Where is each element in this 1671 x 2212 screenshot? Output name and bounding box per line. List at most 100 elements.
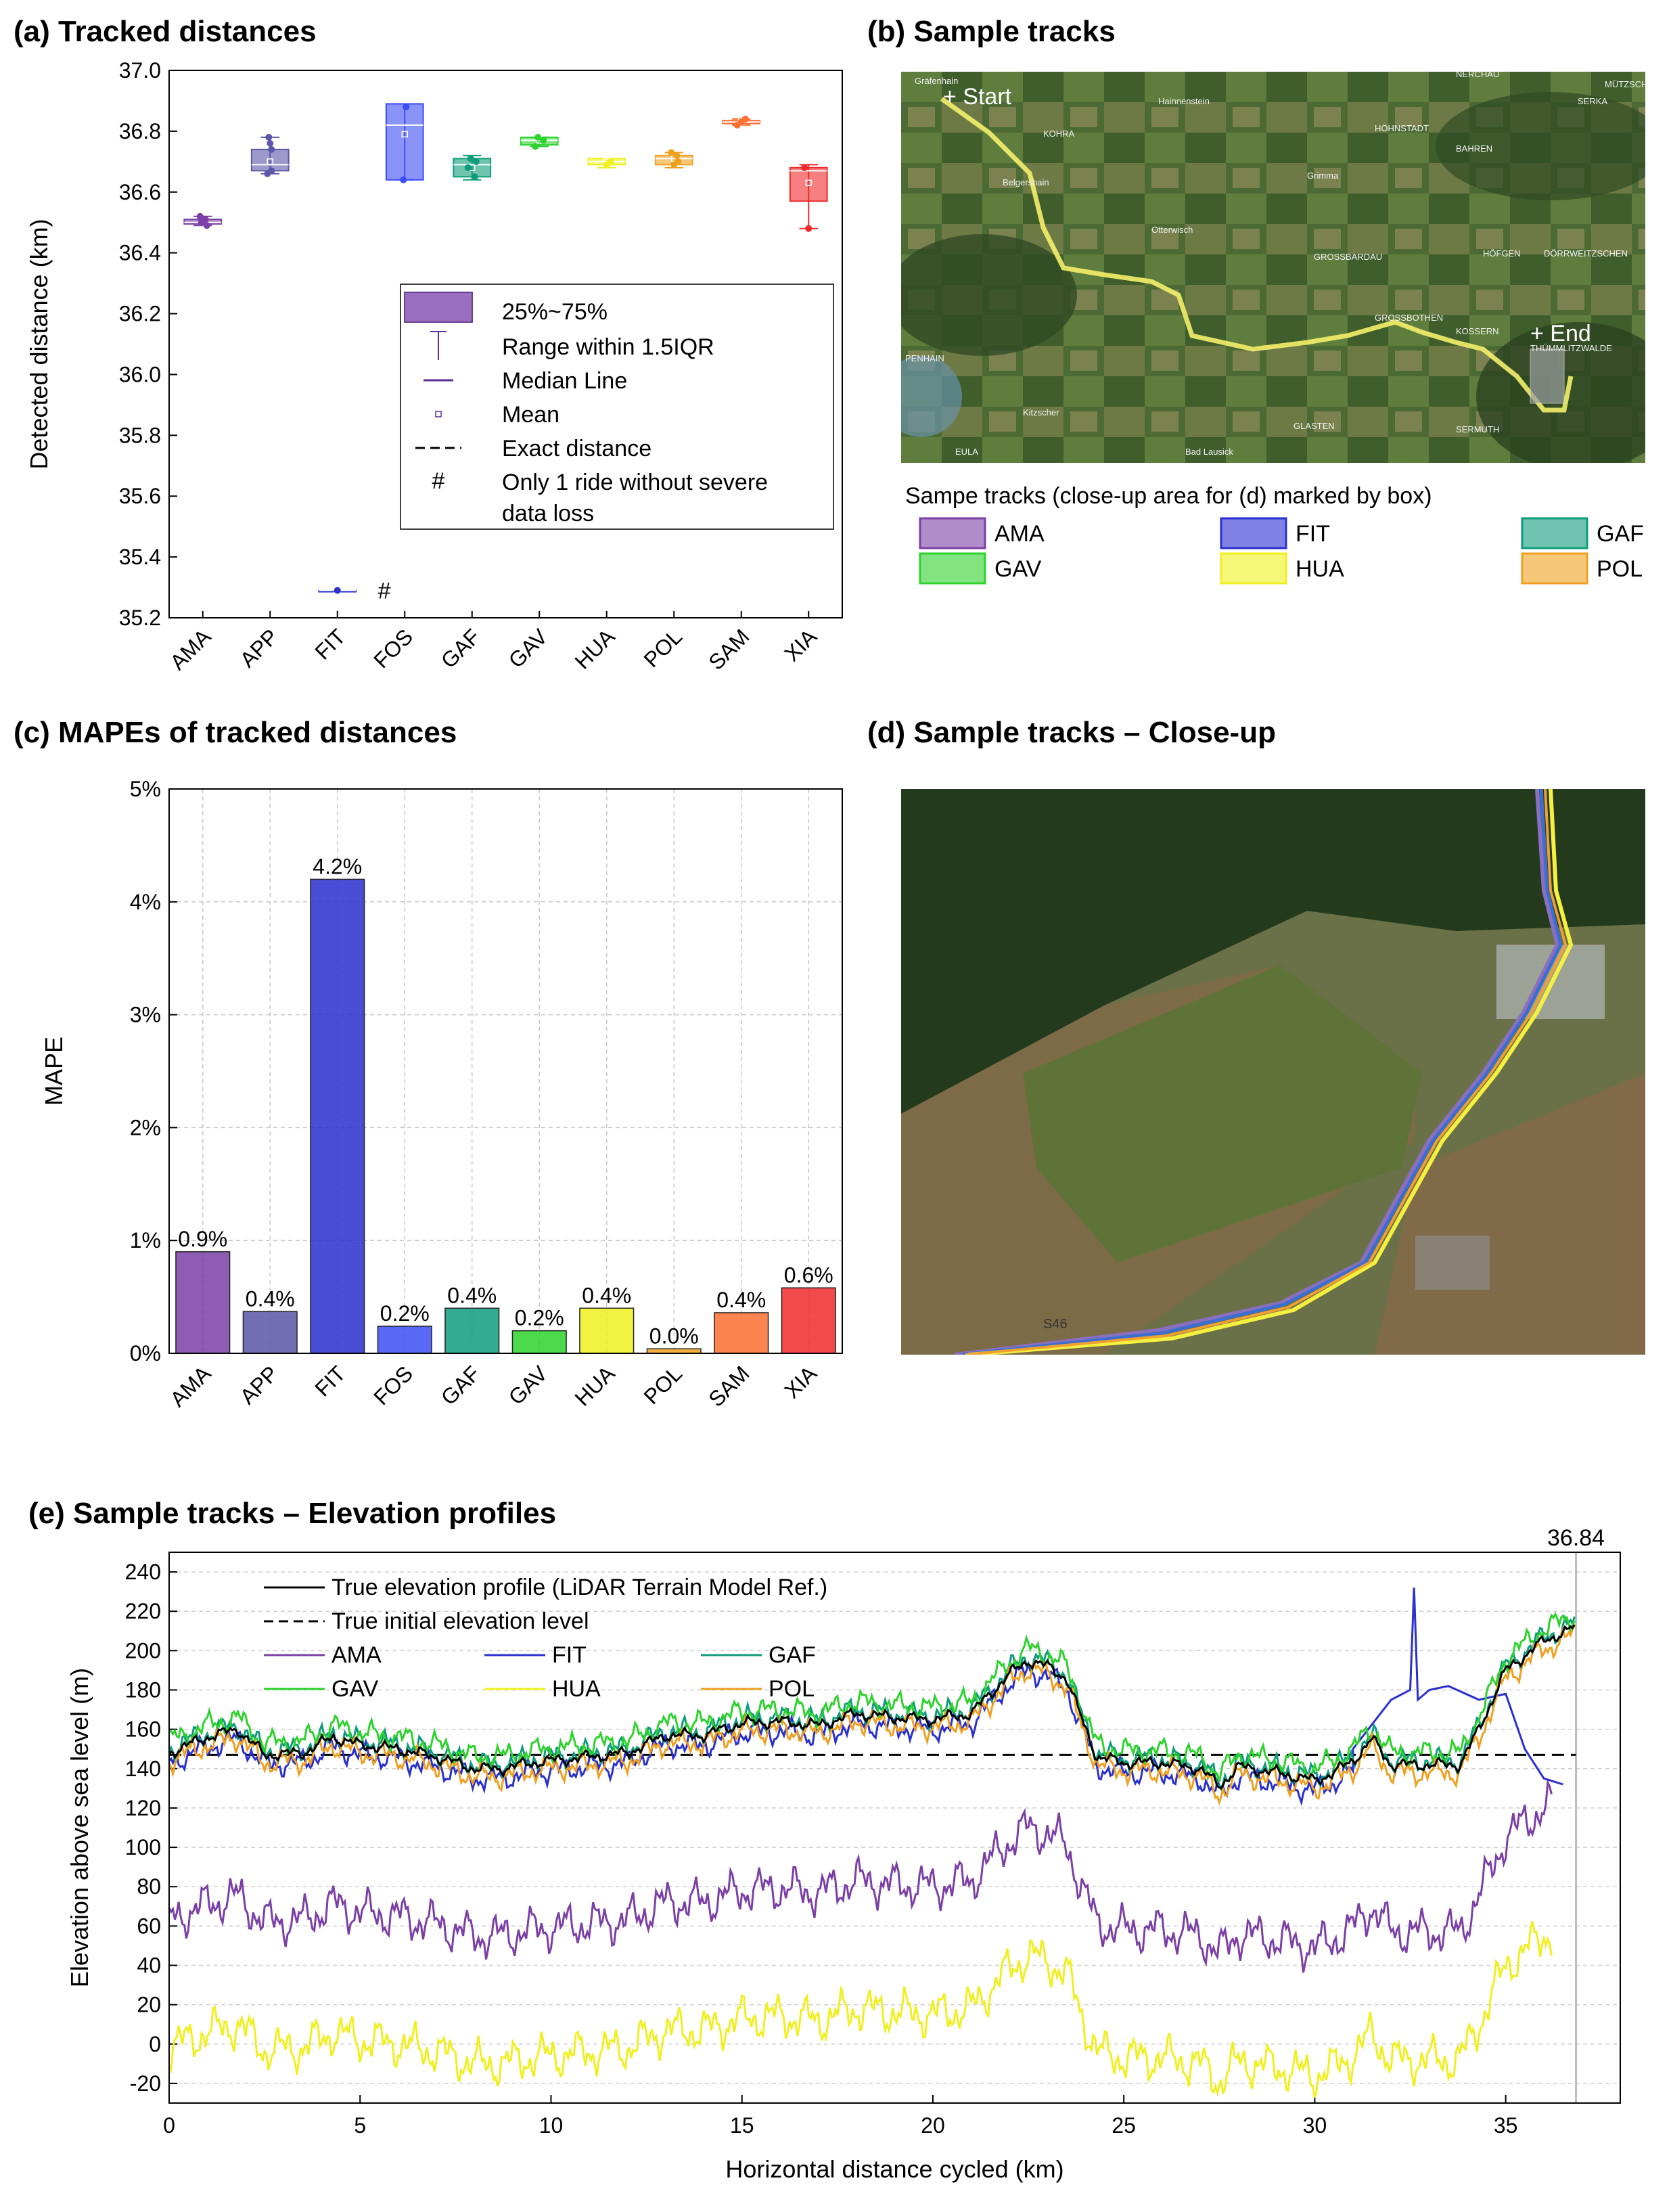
- data-point: [668, 149, 675, 156]
- data-point: [532, 143, 539, 150]
- bar: [242, 1311, 298, 1354]
- y-tick-label: 220: [125, 1599, 161, 1623]
- y-tick-label: 100: [125, 1835, 161, 1859]
- single-ride-marker: #: [378, 579, 391, 604]
- y-tick-label: 240: [125, 1560, 161, 1584]
- map-place-label: Grimma: [1307, 171, 1339, 181]
- y-tick-label: 35.6: [119, 484, 161, 508]
- map-place-label: SERMUTH: [1456, 424, 1500, 434]
- y-tick-label: 35.2: [119, 606, 161, 630]
- x-tick-label: XIA: [779, 624, 821, 666]
- x-tick-label: SAM: [704, 1361, 754, 1411]
- data-point: [265, 133, 273, 141]
- map-place-label: BAHREN: [1456, 143, 1493, 154]
- x-axis-label: Horizontal distance cycled (km): [725, 2155, 1063, 2183]
- x-tick-label: 30: [1303, 2113, 1327, 2138]
- data-point: [203, 222, 210, 229]
- data-label: 0.9%: [178, 1227, 227, 1251]
- x-tick-label: 20: [921, 2113, 945, 2138]
- data-point: [196, 212, 204, 220]
- x-tick-label: FOS: [369, 624, 417, 673]
- legend-label: AMA: [331, 1642, 382, 1668]
- data-point: [403, 103, 410, 110]
- y-tick-label: 2%: [130, 1115, 161, 1139]
- bar-chart: 0% 1% 2% 3% 4% 5% 0.9% AMA 0.4% APP 4.2% FIT 0.2% FOS…: [40, 777, 843, 1412]
- data-point: [464, 164, 472, 171]
- x-tick-label: GAV: [504, 1361, 553, 1409]
- legend-swatch: [919, 552, 986, 585]
- map-place-label: KOHRA: [1043, 129, 1075, 139]
- bar: [714, 1312, 769, 1354]
- legend-box-swatch: [404, 292, 473, 323]
- box: [789, 166, 828, 202]
- data-point: [674, 158, 682, 165]
- y-tick-label: 1%: [130, 1228, 161, 1252]
- legend-swatch: [1521, 517, 1588, 549]
- legend-label: HUA: [552, 1676, 601, 1702]
- road-label: S46: [1043, 1317, 1068, 1332]
- start-label: + Start: [943, 84, 1012, 110]
- y-tick-label: 160: [125, 1717, 161, 1742]
- panel-title-d: (d) Sample tracks – Close-up: [867, 716, 1276, 749]
- data-point: [268, 167, 275, 175]
- x-tick-label: GAV: [504, 624, 553, 673]
- y-tick-label: 36.6: [119, 180, 161, 204]
- legend: True elevation profile (LiDAR Terrain Mo…: [264, 1575, 827, 1702]
- data-label: 0.4%: [582, 1283, 631, 1307]
- data-label: 0.2%: [515, 1306, 564, 1330]
- y-tick-label: 36.2: [119, 302, 161, 326]
- bar: [511, 1330, 567, 1354]
- y-tick-label: 37.0: [119, 58, 161, 83]
- legend-frame: [400, 284, 834, 530]
- map-place-label: MÜTZSCH: [1605, 79, 1645, 89]
- box: [385, 103, 424, 181]
- y-tick-label: 35.8: [119, 423, 161, 447]
- data-point: [607, 158, 614, 165]
- plot-frame: [168, 788, 843, 1354]
- x-tick-label: 0: [163, 2113, 175, 2138]
- data-point: [471, 173, 478, 181]
- data-point: [534, 133, 542, 141]
- y-tick-label: 40: [137, 1954, 161, 1978]
- legend-label: Median Line: [502, 368, 627, 394]
- map-place-label: Gräfenhain: [915, 76, 959, 86]
- y-tick-label: 200: [125, 1638, 161, 1663]
- x-tick-label: 5: [354, 2113, 366, 2138]
- map-place-label: Hainnenstein: [1158, 96, 1210, 106]
- end-label: + End: [1530, 321, 1591, 346]
- legend-label: AMA: [994, 521, 1045, 547]
- bar: [646, 1348, 702, 1354]
- legend-swatch: [1220, 517, 1287, 549]
- panel-title-a: (a) Tracked distances: [14, 15, 317, 48]
- x-tick-label: POL: [639, 624, 687, 672]
- y-tick-label: 35.4: [119, 545, 161, 569]
- legend: #25%~75% Range within 1.5IQR Median Line Me…: [400, 284, 834, 530]
- data-point: [741, 115, 749, 122]
- y-tick-label: 140: [125, 1757, 161, 1781]
- x-tick-label: FIT: [310, 1361, 350, 1401]
- legend-label: GAF: [1597, 521, 1644, 547]
- map-place-label: PENHAIN: [905, 353, 944, 363]
- y-axis-label: Elevation above sea level (m): [66, 1668, 93, 1987]
- y-tick-label: 180: [125, 1678, 161, 1702]
- satellite-map: + Start + End Gräfenhain Hainnenstein NERC…: [901, 72, 1645, 463]
- x-tick-label: FIT: [310, 624, 350, 664]
- track-line: [940, 97, 1574, 413]
- data-label: 4.2%: [313, 854, 362, 878]
- map-place-label: EULA: [955, 447, 978, 457]
- legend-label: Only 1 ride without severe: [502, 470, 768, 495]
- data-label: 0.6%: [784, 1263, 833, 1287]
- y-tick-label: -20: [130, 2071, 161, 2096]
- x-tick-label: POL: [639, 1361, 687, 1409]
- map-place-label: HÖFGEN: [1483, 248, 1521, 258]
- bar: [444, 1307, 500, 1354]
- y-tick-label: 36.0: [119, 362, 161, 386]
- legend-swatch: [1521, 552, 1588, 585]
- x-tick-label: XIA: [779, 1361, 821, 1403]
- series-line-pol: [168, 1625, 1576, 1806]
- panel-title-c: (c) MAPEs of tracked distances: [14, 716, 457, 749]
- y-tick-label: 4%: [130, 890, 161, 914]
- legend-label: True elevation profile (LiDAR Terrain Mo…: [331, 1575, 827, 1600]
- x-tick-label: SAM: [704, 624, 754, 674]
- data-point: [202, 216, 209, 223]
